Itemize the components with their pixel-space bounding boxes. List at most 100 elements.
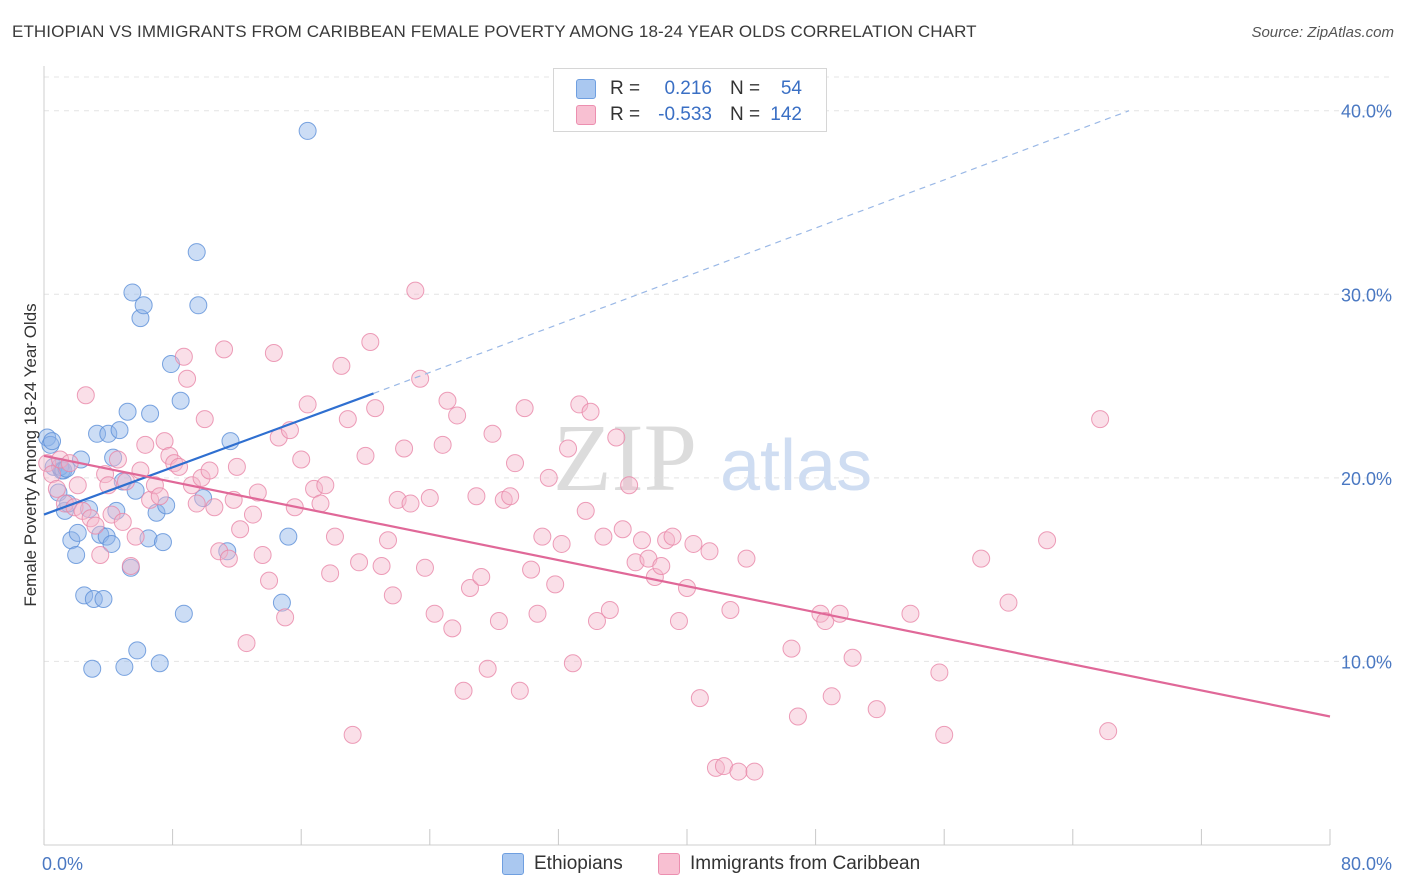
point-points-pink-96 [528, 604, 547, 623]
point-points-pink-142 [999, 593, 1018, 612]
point-points-pink-88 [483, 424, 502, 443]
point-points-pink-87 [478, 659, 497, 678]
point-points-pink-81 [443, 619, 462, 638]
point-points-pink-38 [210, 542, 229, 561]
point-points-pink-25 [150, 487, 169, 506]
point-points-blue-14 [84, 590, 103, 609]
point-points-pink-85 [467, 487, 486, 506]
point-points-blue-9 [68, 523, 87, 542]
point-points-pink-106 [587, 612, 606, 631]
x-tick-label-min: 0.0% [42, 854, 83, 874]
point-points-pink-59 [321, 564, 340, 583]
trend-extension-ethiopians [373, 110, 1130, 394]
point-points-pink-131 [788, 707, 807, 726]
point-points-pink-141 [972, 549, 991, 568]
point-points-pink-135 [830, 604, 849, 623]
point-points-pink-105 [581, 402, 600, 421]
point-points-pink-65 [356, 446, 375, 465]
point-points-pink-75 [411, 369, 430, 388]
point-points-blue-17 [94, 590, 113, 609]
point-points-pink-109 [607, 428, 626, 447]
trend-line-ethiopians [43, 392, 374, 516]
point-points-blue-19 [99, 424, 118, 443]
point-points-blue-34 [141, 404, 160, 423]
point-points-blue-51 [54, 461, 73, 480]
point-points-pink-62 [338, 410, 357, 429]
r-label: R = [610, 104, 641, 125]
r-value-ethiopians: 0.216 [664, 78, 712, 99]
point-points-pink-123 [700, 542, 719, 561]
point-points-pink-137 [867, 700, 886, 719]
point-points-pink-86 [472, 567, 491, 586]
point-points-pink-15 [102, 505, 121, 524]
point-points-pink-16 [108, 450, 127, 469]
point-points-pink-126 [721, 601, 740, 620]
point-points-pink-20 [126, 527, 145, 546]
legend-label-ethiopians: Ethiopians [534, 853, 623, 874]
point-points-pink-128 [737, 549, 756, 568]
point-points-pink-110 [613, 520, 632, 539]
point-points-pink-49 [264, 344, 283, 363]
point-points-pink-61 [332, 356, 351, 375]
point-points-pink-92 [505, 454, 524, 473]
point-points-pink-60 [325, 527, 344, 546]
point-points-pink-95 [522, 560, 541, 579]
chart-title: ETHIOPIAN VS IMMIGRANTS FROM CARIBBEAN F… [12, 22, 977, 41]
point-points-pink-111 [620, 476, 639, 495]
point-points-pink-79 [433, 435, 452, 454]
point-points-pink-119 [669, 612, 688, 631]
point-points-pink-47 [253, 545, 272, 564]
n-value-ethiopians: 54 [780, 78, 802, 99]
point-points-pink-2 [47, 479, 66, 498]
point-points-blue-32 [134, 296, 153, 315]
point-points-blue-28 [123, 283, 142, 302]
watermark-zip: ZIP [553, 404, 697, 511]
watermark-atlas: atlas [720, 426, 872, 506]
point-points-pink-7 [68, 476, 87, 495]
point-points-pink-129 [745, 762, 764, 781]
point-points-pink-78 [425, 604, 444, 623]
point-points-pink-136 [843, 648, 862, 667]
point-points-pink-46 [248, 483, 267, 502]
point-points-pink-63 [343, 725, 362, 744]
point-points-pink-139 [930, 663, 949, 682]
point-points-pink-67 [366, 399, 385, 418]
watermark: ZIP atlas [553, 404, 872, 511]
point-points-pink-99 [546, 575, 565, 594]
point-points-pink-30 [174, 347, 193, 366]
point-points-blue-20 [102, 534, 121, 553]
point-points-pink-12 [91, 545, 110, 564]
trend-lines [43, 110, 1331, 718]
n-label: N = [730, 104, 761, 125]
point-points-pink-121 [684, 534, 703, 553]
point-points-pink-19 [121, 556, 140, 575]
point-points-blue-47 [272, 593, 291, 612]
legend-swatch-ethiopians [502, 853, 524, 875]
point-points-pink-116 [652, 556, 671, 575]
point-points-pink-35 [195, 410, 214, 429]
point-points-pink-57 [311, 494, 330, 513]
n-value-caribbean: 142 [770, 104, 802, 125]
point-points-pink-145 [1091, 410, 1110, 429]
point-points-pink-98 [539, 468, 558, 487]
point-points-pink-94 [515, 399, 534, 418]
point-points-pink-143 [1038, 531, 1057, 550]
point-points-pink-36 [200, 461, 219, 480]
point-points-pink-104 [576, 501, 595, 520]
point-points-pink-55 [298, 395, 317, 414]
point-points-pink-1 [43, 465, 62, 484]
trend-line-caribbean [43, 454, 1331, 718]
point-points-pink-39 [215, 340, 234, 359]
point-points-blue-41 [174, 604, 193, 623]
point-points-pink-122 [690, 689, 709, 708]
point-points-pink-113 [632, 531, 651, 550]
point-points-blue-23 [110, 421, 129, 440]
point-points-pink-107 [594, 527, 613, 546]
y-tick-label-2: 30.0% [1341, 285, 1392, 305]
point-points-pink-23 [141, 490, 160, 509]
point-points-pink-72 [395, 439, 414, 458]
point-points-pink-83 [454, 681, 473, 700]
point-points-pink-48 [260, 571, 279, 590]
point-points-blue-38 [157, 496, 176, 515]
point-points-pink-138 [901, 604, 920, 623]
